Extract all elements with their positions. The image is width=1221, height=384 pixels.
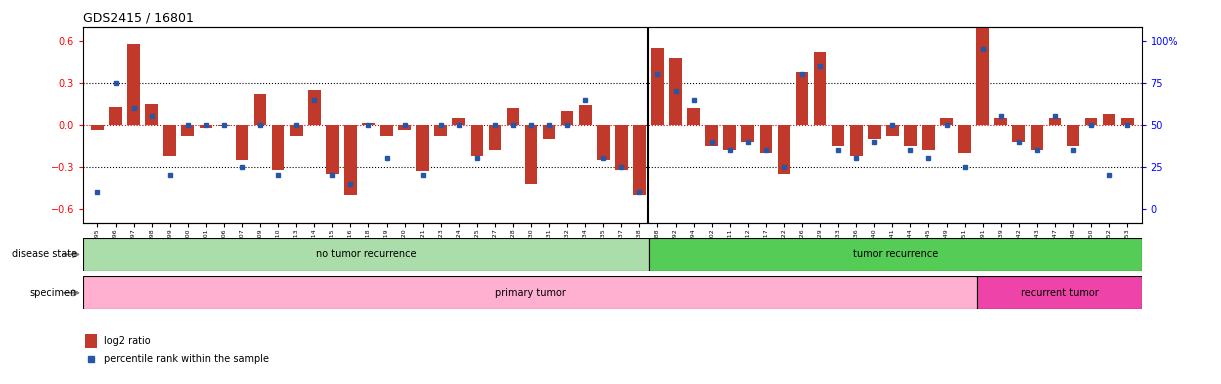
Bar [994, 118, 1007, 125]
Bar [199, 125, 212, 127]
Bar [813, 52, 827, 125]
Bar [1084, 118, 1098, 125]
Bar [886, 125, 899, 136]
Bar [1067, 125, 1079, 146]
Text: recurrent tumor: recurrent tumor [1021, 288, 1099, 298]
Bar [687, 108, 700, 125]
Bar [796, 72, 808, 125]
Bar [579, 105, 591, 125]
Text: no tumor recurrence: no tumor recurrence [316, 249, 416, 260]
Bar [127, 44, 140, 125]
Bar [182, 125, 194, 136]
Bar [1049, 118, 1061, 125]
Bar [92, 125, 104, 131]
Bar [922, 125, 935, 150]
Bar [759, 125, 772, 153]
Bar [217, 125, 231, 126]
Bar [109, 107, 122, 125]
Bar [615, 125, 628, 170]
Bar [669, 58, 681, 125]
Bar [648, 238, 1142, 271]
Bar [344, 125, 357, 195]
Bar [706, 125, 718, 146]
Bar [634, 125, 646, 195]
Text: log2 ratio: log2 ratio [105, 336, 151, 346]
Bar [416, 125, 429, 171]
Bar [83, 276, 977, 309]
Bar [380, 125, 393, 136]
Bar [507, 108, 519, 125]
Bar [84, 334, 96, 348]
Bar [308, 90, 321, 125]
Bar [560, 111, 574, 125]
Bar [435, 125, 447, 136]
Bar [723, 125, 736, 150]
Bar [543, 125, 556, 139]
Bar [525, 125, 537, 184]
Bar [832, 125, 845, 146]
Bar [977, 276, 1142, 309]
Bar [850, 125, 862, 156]
Bar [977, 6, 989, 125]
Text: percentile rank within the sample: percentile rank within the sample [105, 354, 270, 364]
Bar [398, 125, 411, 131]
Bar [940, 118, 952, 125]
Bar [453, 118, 465, 125]
Bar [164, 125, 176, 156]
Bar [488, 125, 502, 150]
Text: tumor recurrence: tumor recurrence [852, 249, 938, 260]
Bar [363, 123, 375, 125]
Bar [741, 125, 755, 142]
Text: disease state: disease state [12, 249, 77, 260]
Bar [83, 238, 648, 271]
Text: primary tumor: primary tumor [495, 288, 565, 298]
Bar [1103, 114, 1116, 125]
Bar [868, 125, 880, 139]
Bar [597, 125, 609, 160]
Bar [254, 94, 266, 125]
Bar [326, 125, 338, 174]
Bar [904, 125, 917, 146]
Bar [1012, 125, 1026, 142]
Bar [1031, 125, 1043, 150]
Bar [958, 125, 971, 153]
Bar [778, 125, 790, 174]
Bar [289, 125, 303, 136]
Bar [145, 104, 158, 125]
Bar [1121, 118, 1133, 125]
Bar [272, 125, 284, 170]
Bar [470, 125, 484, 156]
Bar [236, 125, 248, 160]
Bar [651, 48, 664, 125]
Text: specimen: specimen [29, 288, 77, 298]
Text: GDS2415 / 16801: GDS2415 / 16801 [83, 12, 194, 25]
